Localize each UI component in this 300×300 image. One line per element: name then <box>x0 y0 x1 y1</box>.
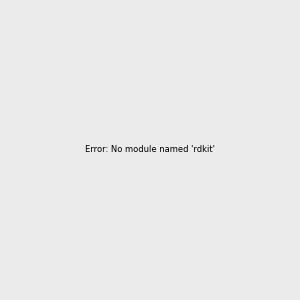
Text: Error: No module named 'rdkit': Error: No module named 'rdkit' <box>85 146 215 154</box>
